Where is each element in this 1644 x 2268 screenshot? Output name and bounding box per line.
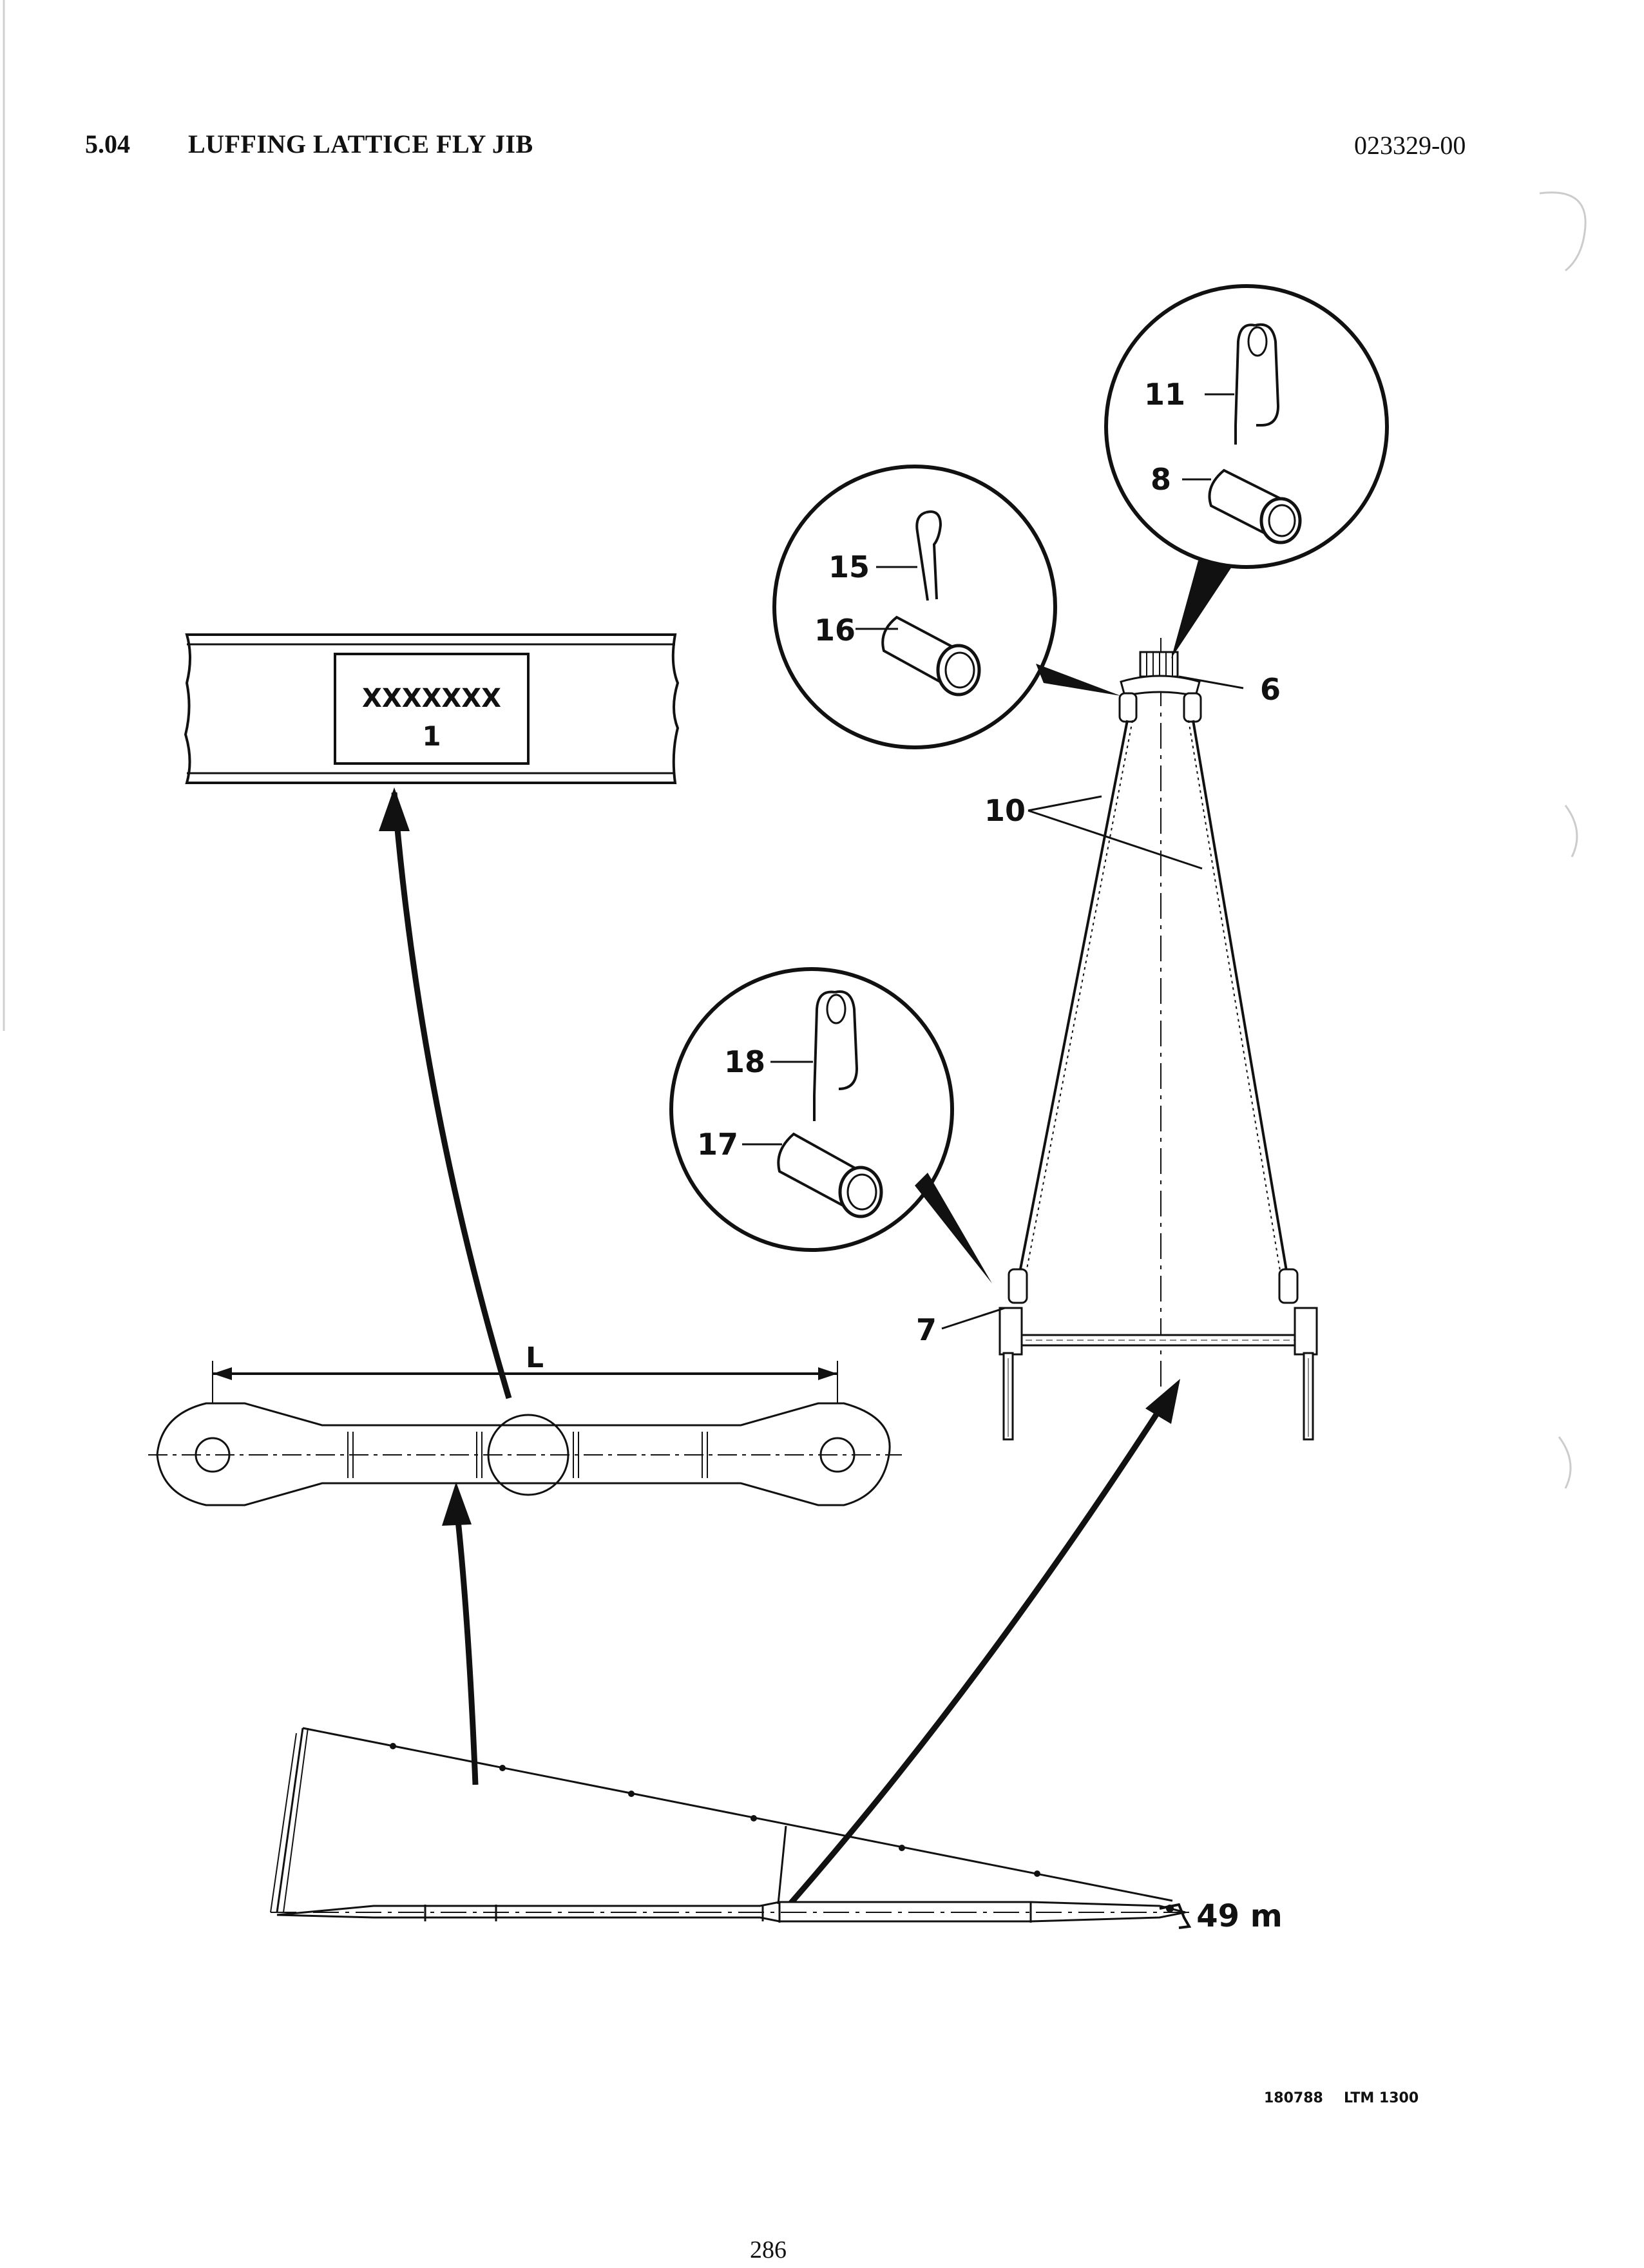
punch-hole-mark: [1564, 805, 1578, 858]
callout-10: 10: [984, 793, 1026, 828]
section-title: LUFFING LATTICE FLY JIB: [188, 130, 533, 159]
dimension-label-l: L: [526, 1341, 544, 1374]
detail-circle-pins-15-16: 15 16: [772, 465, 1121, 749]
pendant-link: L: [148, 1341, 902, 1506]
callout-16: 16: [814, 613, 855, 648]
arrow-head: [1145, 1379, 1180, 1424]
model-label: LTM 1300: [1344, 2090, 1419, 2106]
tag-plate: [334, 653, 530, 765]
a-frame-structure: [999, 638, 1318, 1441]
document-number: 023329-00: [1354, 131, 1466, 160]
callout-11: 11: [1144, 377, 1185, 412]
callout-6: 6: [1260, 672, 1281, 707]
section-number: 5.04: [85, 130, 130, 159]
arrow-head: [379, 787, 410, 831]
tag-text-line2: 1: [422, 720, 441, 752]
callout-18: 18: [724, 1044, 765, 1079]
label-plate-detail: XXXXXXX 1: [184, 633, 680, 784]
detail-circle-pins-17-18: 18 17: [669, 967, 992, 1283]
arrow-head: [442, 1482, 472, 1526]
callout-15: 15: [828, 550, 870, 584]
jib-length-label: 49 m: [1196, 1898, 1283, 1934]
jib-side-view: 49 m: [270, 1727, 1283, 1934]
callout-17: 17: [697, 1127, 738, 1162]
callout-7: 7: [916, 1312, 937, 1347]
arrow-to-link: [454, 1514, 479, 1785]
punch-hole-mark: [1539, 191, 1587, 272]
tag-text-line1: XXXXXXX: [362, 684, 501, 713]
punch-hole-mark: [1558, 1436, 1572, 1489]
detail-circle-pins-8-11: 11 8: [1104, 284, 1389, 658]
arrow-to-tag: [391, 792, 512, 1399]
drawing-code: 180788: [1264, 2090, 1323, 2106]
a-frame-callouts: 6 10 7: [916, 672, 1281, 1347]
callout-8: 8: [1151, 462, 1171, 497]
page-number: 286: [750, 2236, 787, 2263]
arrow-to-a-frame: [785, 1403, 1165, 1909]
